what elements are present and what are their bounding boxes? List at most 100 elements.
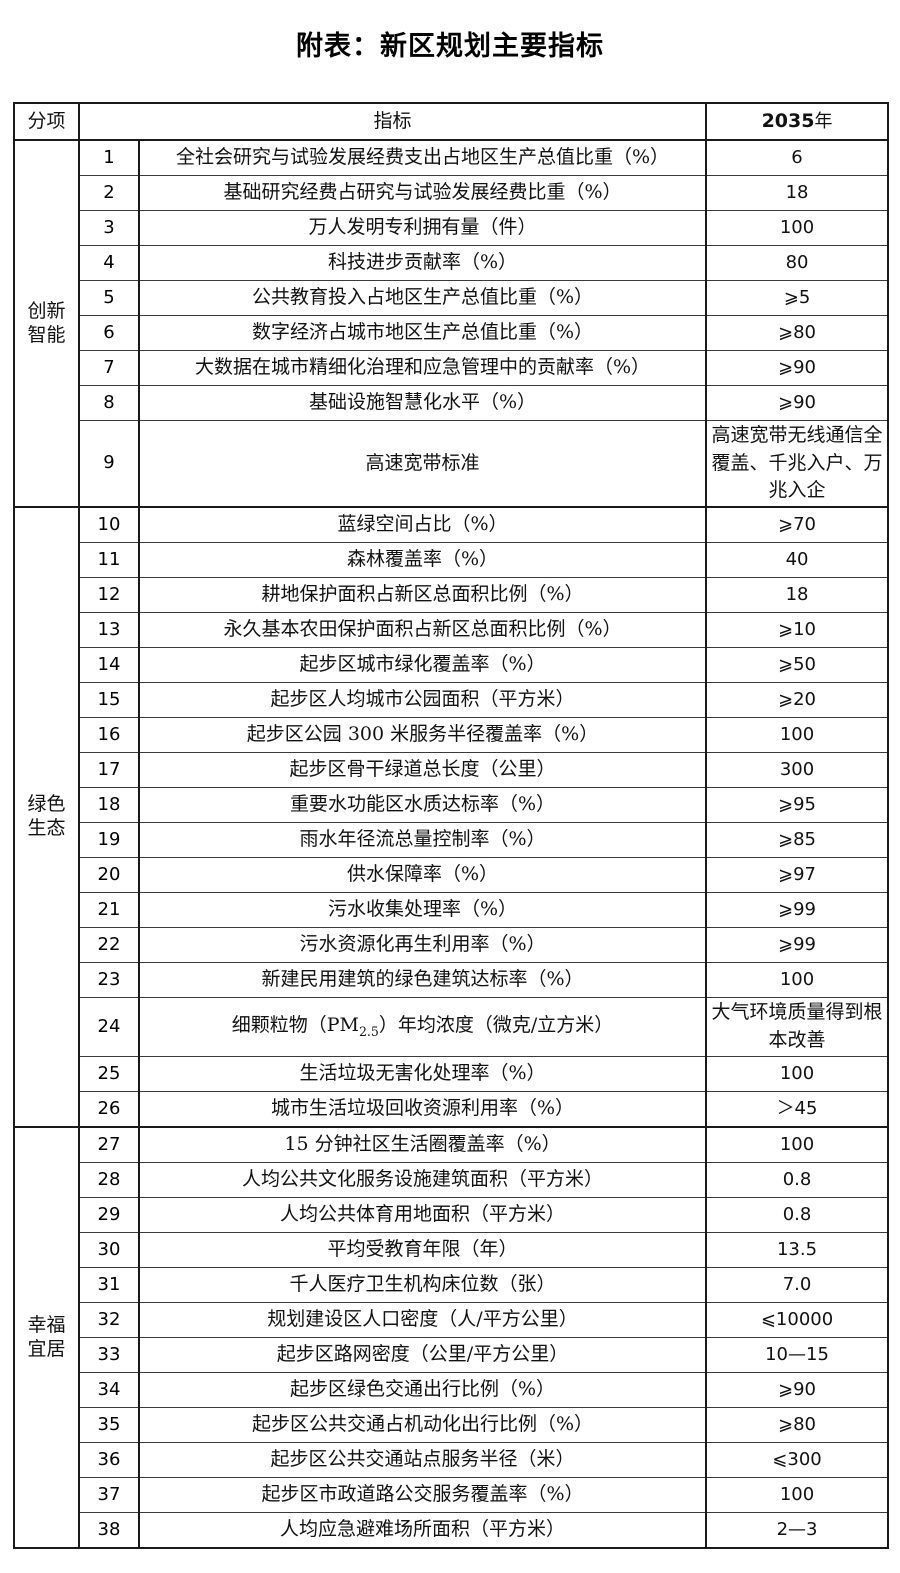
table-row: 创新 智能 1 全社会研究与试验发展经费支出占地区生产总值比重（%） 6 — [13, 139, 890, 508]
indicator-cell: 起步区公共交通占机动化出行比例（%） — [137, 1407, 708, 1443]
target-value-cell: ⩾99 — [705, 927, 890, 963]
row-number-cell: 34 — [78, 1372, 140, 1408]
row-number-cell: 37 — [78, 1477, 140, 1513]
row-number-cell: 3 — [78, 210, 140, 246]
indicator-cell: 起步区市政道路公交服务覆盖率（%） — [137, 1477, 708, 1513]
target-value-cell: 100 — [705, 1056, 890, 1092]
category-label-line: 宜居 — [27, 1337, 66, 1360]
row-number-cell: 18 — [78, 787, 140, 823]
target-value-cell: 0.8 — [705, 1162, 890, 1198]
page-title: 附表：新区规划主要指标 — [296, 31, 604, 62]
table-row: 30 平均受教育年限（年） 13.5 — [14, 1232, 890, 1268]
row-number-cell: 36 — [78, 1442, 140, 1478]
table-row: 13 永久基本农田保护面积占新区总面积比例（%） ⩾10 — [14, 612, 890, 648]
row-number-cell: 1 — [78, 139, 140, 176]
indicator-cell: 科技进步贡献率（%） — [137, 245, 708, 281]
indicator-cell: 永久基本农田保护面积占新区总面积比例（%） — [137, 612, 708, 648]
header-row: 分项 指标 2035年 — [13, 102, 890, 141]
indicator-cell: 城市生活垃圾回收资源利用率（%） — [137, 1091, 708, 1128]
indicator-cell: 高速宽带标准 — [137, 420, 708, 508]
value-header-year: 2035 — [761, 109, 815, 132]
row-number-cell: 25 — [78, 1056, 140, 1092]
target-value-cell: ⩾5 — [705, 280, 890, 316]
table-row: 幸福 宜居 27 15 分钟社区生活圈覆盖率（%） 100 — [13, 1126, 890, 1549]
table-row: 34 起步区绿色交通出行比例（%） ⩾90 — [14, 1372, 890, 1408]
table-body: 创新 智能 1 全社会研究与试验发展经费支出占地区生产总值比重（%） 6 2 基础研究经费占… — [13, 139, 890, 1549]
table-row: 24 细颗粒物（PM2.5）年均浓度（微克/立方米） 大气环境质量得到根本改善 — [14, 997, 890, 1057]
row-number-cell: 22 — [78, 927, 140, 963]
indicator-cell: 污水收集处理率（%） — [137, 892, 708, 928]
table-row: 6 数字经济占城市地区生产总值比重（%） ⩾80 — [14, 315, 890, 351]
indicator-cell: 污水资源化再生利用率（%） — [137, 927, 708, 963]
target-value-cell: ＞45 — [705, 1091, 890, 1128]
indicator-cell: 起步区绿色交通出行比例（%） — [137, 1372, 708, 1408]
table-row: 12 耕地保护面积占新区总面积比例（%） 18 — [14, 577, 890, 613]
indicator-cell: 公共教育投入占地区生产总值比重（%） — [137, 280, 708, 316]
row-number-cell: 21 — [78, 892, 140, 928]
row-number-cell: 13 — [78, 612, 140, 648]
target-value-cell: ⩾20 — [705, 682, 890, 718]
category-cell: 绿色 生态 — [13, 506, 80, 1128]
column-header-category: 分项 — [13, 102, 80, 141]
table-row: 35 起步区公共交通占机动化出行比例（%） ⩾80 — [14, 1407, 890, 1443]
table-row: 26 城市生活垃圾回收资源利用率（%） ＞45 — [14, 1091, 890, 1128]
target-value-cell: ⩾70 — [705, 506, 890, 543]
indicator-cell: 起步区路网密度（公里/平方公里） — [137, 1337, 708, 1373]
indicator-cell: 起步区人均城市公园面积（平方米） — [137, 682, 708, 718]
target-value-cell: ⩾10 — [705, 612, 890, 648]
table-row: 2 基础研究经费占研究与试验发展经费比重（%） 18 — [14, 175, 890, 211]
target-value-cell: 0.8 — [705, 1197, 890, 1233]
table-row: 32 规划建设区人口密度（人/平方公里） ⩽10000 — [14, 1302, 890, 1338]
target-value-cell: 100 — [705, 1477, 890, 1513]
target-value-cell: 2—3 — [705, 1512, 890, 1549]
indicator-cell: 人均应急避难场所面积（平方米） — [137, 1512, 708, 1549]
target-value-cell: ⩾90 — [705, 385, 890, 421]
table-row: 9 高速宽带标准 高速宽带无线通信全覆盖、千兆入户、万兆入企 — [14, 420, 890, 508]
table-row: 29 人均公共体育用地面积（平方米） 0.8 — [14, 1197, 890, 1233]
row-number-cell: 2 — [78, 175, 140, 211]
indicator-cell: 重要水功能区水质达标率（%） — [137, 787, 708, 823]
row-number-cell: 32 — [78, 1302, 140, 1338]
indicator-cell: 起步区城市绿化覆盖率（%） — [137, 647, 708, 683]
row-number-cell: 26 — [78, 1091, 140, 1128]
row-number-cell: 12 — [78, 577, 140, 613]
target-value-cell: 100 — [705, 717, 890, 753]
indicator-cell: 平均受教育年限（年） — [137, 1232, 708, 1268]
row-number-cell: 20 — [78, 857, 140, 893]
row-number-cell: 33 — [78, 1337, 140, 1373]
table-row: 19 雨水年径流总量控制率（%） ⩾85 — [14, 822, 890, 858]
target-value-cell: 18 — [705, 577, 890, 613]
column-header-indicator: 指标 — [77, 102, 708, 141]
target-value-cell: 100 — [705, 1126, 890, 1163]
target-value-cell: ⩾85 — [705, 822, 890, 858]
row-number-cell: 24 — [78, 997, 140, 1057]
value-header-unit: 年 — [814, 110, 833, 132]
column-header-value: 2035年 — [705, 102, 890, 141]
target-value-cell: 18 — [705, 175, 890, 211]
table-row: 36 起步区公共交通站点服务半径（米） ⩽300 — [14, 1442, 890, 1478]
row-number-cell: 35 — [78, 1407, 140, 1443]
target-value-cell: ⩾50 — [705, 647, 890, 683]
target-value-cell: ⩽300 — [705, 1442, 890, 1478]
indicator-cell: 起步区公共交通站点服务半径（米） — [137, 1442, 708, 1478]
indicator-cell: 规划建设区人口密度（人/平方公里） — [137, 1302, 708, 1338]
target-value-cell: ⩾80 — [705, 1407, 890, 1443]
row-number-cell: 27 — [78, 1126, 140, 1163]
indicator-cell: 供水保障率（%） — [137, 857, 708, 893]
row-number-cell: 5 — [78, 280, 140, 316]
table-row: 21 污水收集处理率（%） ⩾99 — [14, 892, 890, 928]
row-number-cell: 28 — [78, 1162, 140, 1198]
target-value-cell: 大气环境质量得到根本改善 — [705, 997, 890, 1057]
target-value-cell: 40 — [705, 542, 890, 578]
category-label-line: 生态 — [27, 817, 66, 839]
category-label-line: 创新 — [27, 299, 66, 322]
category-cell: 幸福 宜居 — [13, 1126, 80, 1549]
row-number-cell: 9 — [78, 420, 140, 508]
indicator-cell: 耕地保护面积占新区总面积比例（%） — [137, 577, 708, 613]
row-number-cell: 31 — [78, 1267, 140, 1303]
table-row: 4 科技进步贡献率（%） 80 — [14, 245, 890, 281]
target-value-cell: ⩾90 — [705, 350, 890, 386]
table-row: 22 污水资源化再生利用率（%） ⩾99 — [14, 927, 890, 963]
category-cell: 创新 智能 — [13, 139, 80, 508]
